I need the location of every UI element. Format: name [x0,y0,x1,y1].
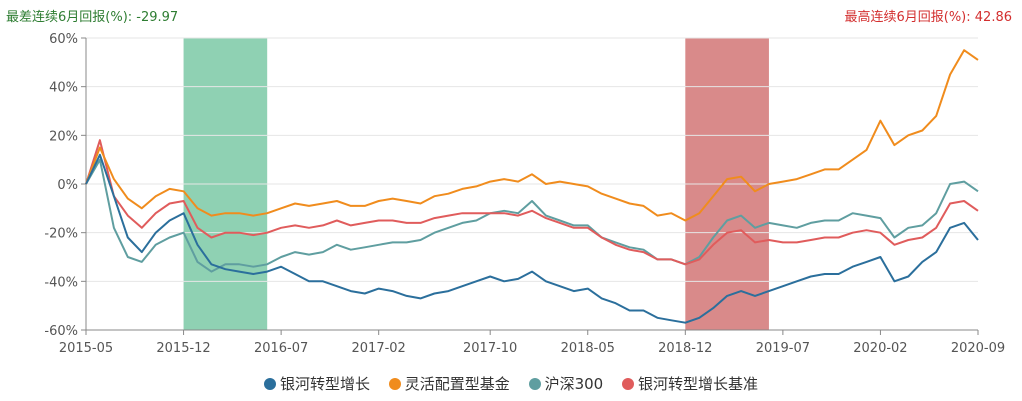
legend-label-flexible-fund: 灵活配置型基金 [404,375,510,393]
y-tick-label: 20% [49,129,78,144]
x-tick-label: 2017-10 [463,341,517,356]
chart-legend: 银河转型增长 灵活配置型基金 沪深300 银河转型增长基准 [0,373,1022,394]
y-tick-label: 40% [49,81,78,96]
y-tick-label: -60% [44,324,78,339]
legend-swatch-fund [263,378,276,390]
worst-6m-label: 最差连续6月回报(%): [6,10,133,25]
x-tick-label: 2018-05 [561,341,615,356]
legend-label-benchmark: 银河转型增长基准 [638,375,759,393]
x-tick-label: 2017-02 [352,341,406,356]
worst-6m-value: -29.97 [136,10,179,25]
legend-item-csi300[interactable]: 沪深300 [528,373,604,394]
x-tick-label: 2020-02 [853,341,907,356]
y-tick-label: 0% [57,178,78,193]
series-line-fund [85,153,979,324]
x-tick-label: 2016-07 [254,341,308,356]
x-tick-label: 2020-09 [951,341,1005,356]
y-tick-label: 60% [49,32,78,47]
series-line-flexible-fund [85,49,979,222]
y-tick-label: -20% [44,227,78,242]
legend-item-fund[interactable]: 银河转型增长 [263,373,370,394]
best-6m-return: 最高连续6月回报(%): 42.86 [844,6,1012,25]
x-tick-label: 2015-05 [59,341,113,356]
legend-item-flexible-fund[interactable]: 灵活配置型基金 [388,373,510,394]
legend-swatch-benchmark [622,378,634,390]
best-6m-label: 最高连续6月回报(%): [844,10,971,25]
x-tick-label: 2018-12 [658,341,712,356]
legend-label-fund: 银河转型增长 [279,375,370,393]
legend-swatch-csi300 [528,378,541,390]
legend-item-benchmark[interactable]: 银河转型增长基准 [622,373,758,394]
x-tick-label: 2015-12 [156,341,210,356]
legend-label-csi300: 沪深300 [544,375,604,393]
x-tick-label: 2019-07 [756,341,810,356]
legend-swatch-flexible-fund [388,378,401,390]
best-6m-value: 42.86 [974,10,1012,25]
series-line-csi300 [85,158,979,273]
worst-6m-return: 最差连续6月回报(%): -29.97 [6,6,178,25]
series-line-benchmark [85,139,979,266]
y-tick-label: -40% [44,275,78,290]
